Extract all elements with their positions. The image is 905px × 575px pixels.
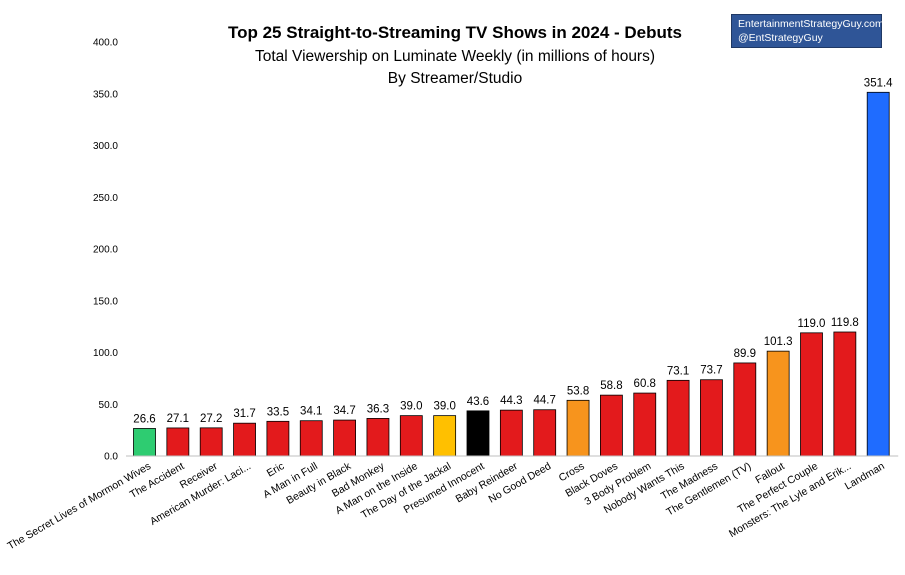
bar bbox=[733, 362, 757, 457]
bar-value-label: 39.0 bbox=[433, 401, 455, 413]
bar-value-label: 58.8 bbox=[600, 380, 622, 392]
bar bbox=[566, 399, 590, 457]
bar bbox=[399, 415, 423, 457]
bars-group bbox=[133, 91, 890, 457]
value-labels-group: 26.6 27.1 27.2 31.7 33.5 34.1 34.7 36.3 39.0 39.0… bbox=[133, 77, 893, 425]
bar bbox=[866, 91, 890, 457]
y-tick-label: 200.0 bbox=[93, 245, 118, 256]
bar-value-label: 44.3 bbox=[500, 395, 522, 407]
bar-value-label: 351.4 bbox=[864, 77, 893, 89]
bar bbox=[333, 419, 357, 457]
bar bbox=[366, 418, 390, 457]
bar bbox=[266, 420, 290, 457]
bar bbox=[533, 409, 557, 457]
chart-subtitle-2: By Streamer/Studio bbox=[388, 70, 522, 87]
bar bbox=[233, 422, 256, 457]
bar-value-label: 60.8 bbox=[634, 378, 656, 390]
y-tick-label: 400.0 bbox=[93, 38, 118, 49]
bar-value-label: 44.7 bbox=[534, 395, 556, 407]
bar bbox=[133, 428, 156, 457]
chart-subtitle: Total Viewership on Luminate Weekly (in … bbox=[255, 48, 655, 65]
bar-value-label: 36.3 bbox=[367, 403, 389, 415]
y-tick-label: 350.0 bbox=[93, 89, 118, 100]
bar bbox=[433, 415, 457, 457]
y-tick-label: 300.0 bbox=[93, 141, 118, 152]
bar-value-label: 73.1 bbox=[667, 365, 689, 377]
bar bbox=[700, 379, 723, 457]
category-label: The Secret Lives of Mormon Wives bbox=[5, 460, 153, 552]
bar bbox=[800, 332, 823, 457]
bar bbox=[666, 379, 690, 457]
bar bbox=[166, 427, 190, 457]
credit-website: EntertainmentStrategyGuy.com bbox=[738, 18, 884, 30]
bar-value-label: 39.0 bbox=[400, 401, 422, 413]
bar-value-label: 89.9 bbox=[734, 348, 756, 360]
bar-value-label: 34.7 bbox=[333, 405, 355, 417]
bar-value-label: 27.2 bbox=[200, 413, 222, 425]
y-axis-ticks: 0.0 50.0 100.0 150.0 200.0 250.0 300.0 350.0 400… bbox=[93, 38, 118, 463]
y-tick-label: 0.0 bbox=[104, 452, 118, 463]
bar-value-label: 119.0 bbox=[798, 318, 826, 330]
bar bbox=[633, 392, 657, 457]
credit-handle: @EntStrategyGuy bbox=[738, 32, 823, 44]
y-tick-label: 100.0 bbox=[93, 348, 118, 359]
bar-value-label: 26.6 bbox=[133, 413, 155, 425]
y-tick-label: 150.0 bbox=[93, 296, 118, 307]
bar-value-label: 27.1 bbox=[167, 413, 189, 425]
category-label: Eric bbox=[265, 460, 287, 479]
bar-value-label: 43.6 bbox=[467, 396, 489, 408]
bar bbox=[299, 420, 323, 457]
chart-title: Top 25 Straight-to-Streaming TV Shows in… bbox=[228, 23, 682, 42]
chart-titles: Top 25 Straight-to-Streaming TV Shows in… bbox=[228, 23, 682, 87]
bar-value-label: 101.3 bbox=[764, 336, 793, 348]
bar-value-label: 53.8 bbox=[567, 385, 589, 397]
bar-value-label: 119.8 bbox=[831, 317, 859, 329]
bar-value-label: 73.7 bbox=[700, 365, 722, 377]
bar-value-label: 34.1 bbox=[300, 406, 322, 418]
y-tick-label: 250.0 bbox=[93, 193, 118, 204]
bar bbox=[466, 410, 490, 457]
bar bbox=[833, 331, 857, 457]
bar bbox=[199, 427, 223, 457]
bar-value-label: 33.5 bbox=[267, 406, 289, 418]
y-tick-label: 50.0 bbox=[99, 400, 119, 411]
bar-value-label: 31.7 bbox=[233, 408, 255, 420]
bar bbox=[766, 350, 790, 457]
bar bbox=[499, 409, 523, 457]
bar bbox=[600, 394, 623, 457]
credit-box: EntertainmentStrategyGuy.com @EntStrateg… bbox=[731, 14, 884, 48]
